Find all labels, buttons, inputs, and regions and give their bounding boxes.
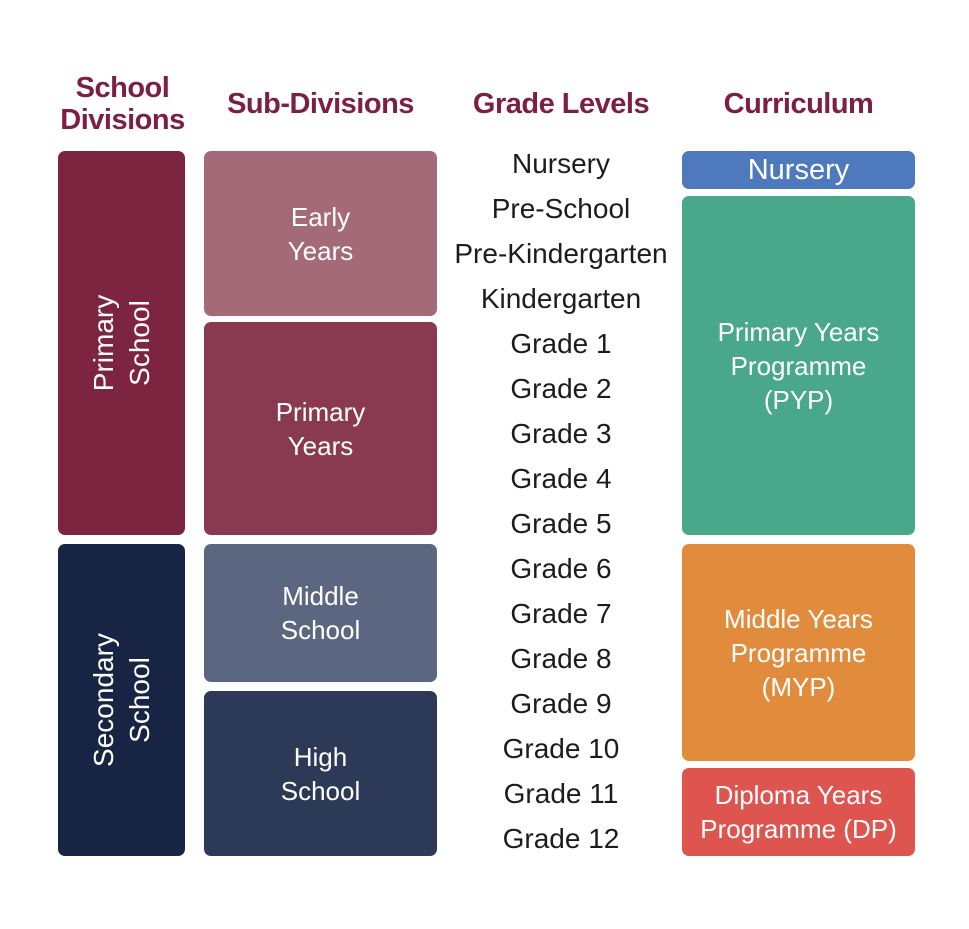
label-line: Years (287, 235, 354, 266)
label-line: High (293, 741, 348, 772)
label-line: School (280, 775, 361, 806)
curriculum-box: Middle Years Programme (MYP) (682, 544, 915, 761)
label-line: Diploma Years (714, 780, 883, 810)
division-box: Primary School (58, 151, 185, 535)
division-label: Secondary School (86, 633, 158, 767)
subdivision-box: Early Years (204, 151, 437, 316)
label-line: (PYP) (763, 384, 834, 415)
subdivision-box: Middle School (204, 544, 437, 682)
label-line: Early (290, 201, 351, 232)
label-line: Programme (730, 350, 867, 381)
grade-level: Grade 6 (510, 553, 612, 584)
label-line: Primary Years (717, 316, 880, 347)
grade-level: Kindergarten (480, 283, 642, 314)
label-line: (MYP) (761, 671, 836, 702)
grade-level: Grade 10 (502, 733, 620, 764)
label-line: Programme (DP) (700, 814, 897, 844)
grade-level: Nursery (511, 148, 610, 179)
header: School Divisions (40, 72, 205, 136)
grade-level: Grade 8 (510, 643, 612, 674)
label-line: Middle (282, 581, 359, 611)
header: Grade Levels (472, 88, 650, 120)
subdivision-box: High School (204, 691, 437, 856)
grade-level: Grade 5 (510, 508, 612, 539)
label-line: Primary (87, 294, 119, 392)
label-line: Primary (275, 396, 366, 427)
division-label: Primary School (86, 295, 158, 391)
label-line: Secondary (87, 633, 119, 767)
grade-level: Grade 9 (510, 688, 612, 719)
label-line: Middle Years (724, 603, 873, 634)
grade-level: Grade 4 (510, 463, 612, 494)
grade-level: Grade 3 (510, 418, 612, 449)
header: Sub-Divisions (227, 88, 414, 120)
curriculum-box: Diploma Years Programme (DP) (682, 768, 915, 856)
label-line: School (123, 300, 155, 386)
grade-level: Grade 7 (510, 598, 612, 629)
grade-level: Grade 1 (510, 328, 612, 359)
curriculum-box: Primary Years Programme (PYP) (682, 196, 915, 535)
header: Curriculum (723, 88, 874, 120)
subdivision-box: Primary Years (204, 322, 437, 535)
grade-level: Pre-Kindergarten (454, 238, 668, 269)
grade-level: Grade 11 (503, 778, 619, 809)
label-line: School (123, 657, 155, 743)
label-line: Years (287, 430, 354, 461)
label-line: School (280, 615, 361, 645)
curriculum-box: Nursery (682, 151, 915, 189)
grade-level: Grade 12 (502, 823, 620, 854)
label-line: Programme (730, 637, 867, 668)
header-line: Divisions (60, 104, 185, 136)
grade-level: Grade 2 (510, 373, 612, 404)
header-line: School (75, 72, 170, 104)
grade-level: Pre-School (491, 193, 631, 224)
division-box: Secondary School (58, 544, 185, 856)
label-line: Nursery (747, 154, 850, 186)
